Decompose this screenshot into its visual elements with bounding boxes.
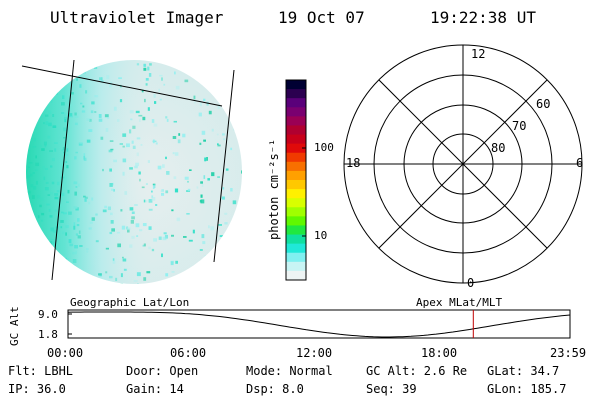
timeline-axis-name: GC Alt (8, 306, 21, 346)
polar-grid (343, 44, 583, 284)
gain-status: Gain: 14 (126, 382, 184, 396)
colorbar-band (286, 161, 306, 172)
mlt-label-12: 12 (471, 47, 486, 61)
colorbar-band (286, 107, 306, 117)
door-status: Door: Open (126, 364, 199, 378)
time-tick-0000: 00:00 (47, 346, 84, 360)
colorbar-band (286, 189, 306, 199)
colorbar-band (286, 261, 306, 272)
uv-image-disc (26, 60, 242, 284)
colorbar-band (286, 198, 306, 208)
colorbar-band (286, 180, 306, 190)
observation-time: 19:22:38 UT (430, 8, 536, 27)
colorbar-band (286, 170, 306, 181)
geographic-grid-lines (21, 59, 235, 281)
colorbar-band (286, 243, 306, 254)
colorbar-band (286, 270, 306, 281)
mlt-label-0: 0 (467, 276, 475, 290)
timeline-ymax: 9.0 (38, 308, 58, 321)
time-tick-1800: 18:00 (421, 346, 458, 360)
instrument-title: Ultraviolet Imager (50, 8, 224, 27)
apex-label: Apex MLat/MLT (416, 296, 503, 309)
altitude-curve (67, 311, 571, 338)
colorbar (286, 80, 306, 281)
glon-status: GLon: 185.7 (487, 382, 567, 396)
gc-alt-status: GC Alt: 2.6 Re (366, 364, 468, 378)
colorbar-band (286, 143, 306, 154)
colorbar-band (286, 80, 306, 90)
ip-status: IP: 36.0 (8, 382, 66, 396)
mlt-label-18: 18 (346, 156, 361, 170)
mlt-label-6: 6 (576, 156, 584, 170)
mlat-label-80: 80 (491, 141, 506, 155)
filter-status: Flt: LBHL (8, 364, 74, 378)
colorbar-band (286, 225, 306, 236)
colorbar-tick-100: 100 (314, 141, 334, 154)
timeline-ymin: 1.8 (38, 328, 58, 341)
glat-status: GLat: 34.7 (487, 364, 560, 378)
mode-status: Mode: Normal (246, 364, 333, 378)
dsp-status: Dsp: 8.0 (246, 382, 304, 396)
mlat-label-70: 70 (512, 119, 527, 133)
colorbar-band (286, 234, 306, 245)
colorbar-unit-label: photon cm⁻²s⁻¹ (267, 138, 281, 240)
altitude-timeline (67, 309, 571, 339)
time-tick-0600: 06:00 (170, 346, 207, 360)
geographic-label: Geographic Lat/Lon (70, 296, 190, 309)
seq-status: Seq: 39 (366, 382, 417, 396)
time-tick-2359: 23:59 (550, 346, 587, 360)
colorbar-band (286, 207, 306, 217)
colorbar-tick-10: 10 (314, 229, 328, 242)
colorbar-band (286, 125, 306, 136)
observation-date: 19 Oct 07 (278, 8, 365, 27)
mlat-label-60: 60 (536, 97, 551, 111)
colorbar-band (286, 89, 306, 99)
colorbar-band (286, 116, 306, 126)
colorbar-band (286, 98, 306, 108)
colorbar-band (286, 216, 306, 226)
time-tick-1200: 12:00 (296, 346, 333, 360)
colorbar-band (286, 152, 306, 163)
colorbar-band (286, 252, 306, 263)
colorbar-band (286, 134, 306, 145)
